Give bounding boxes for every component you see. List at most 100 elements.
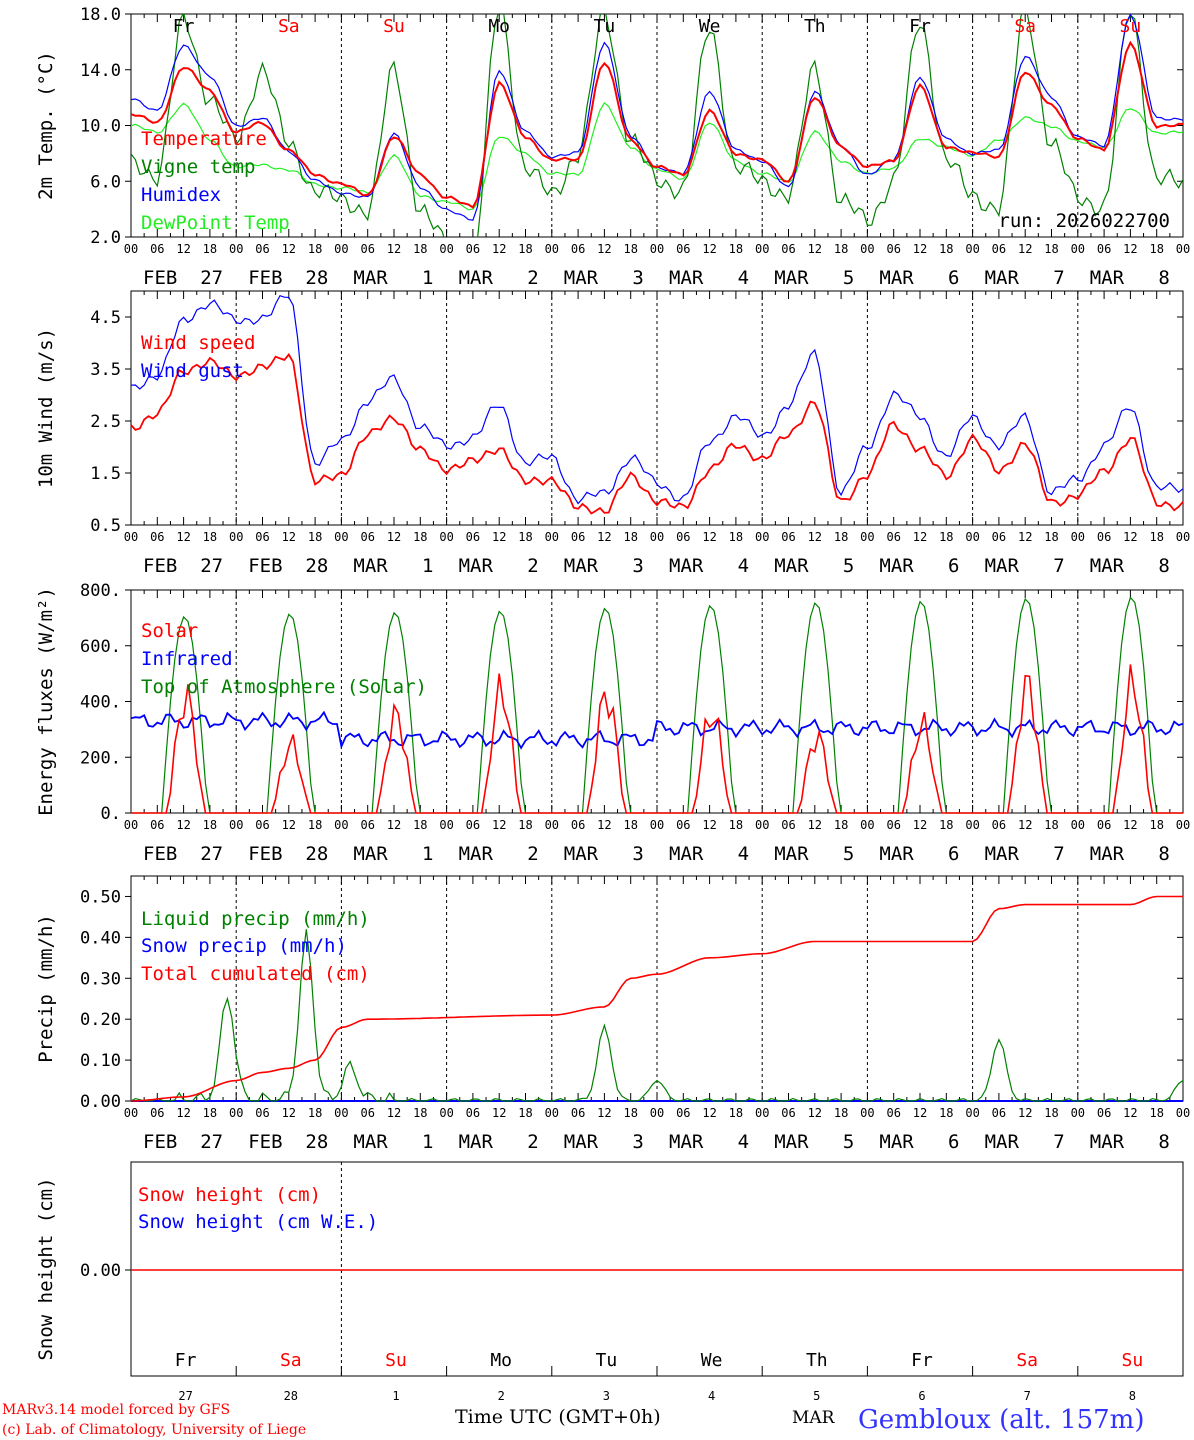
weekday-label: Sa <box>278 16 300 37</box>
hour-tick-label: 06 <box>992 818 1006 832</box>
hour-tick-label: 18 <box>203 818 217 832</box>
day-number-label: 4 <box>708 1389 715 1403</box>
day-tick-label: FEB 27 <box>143 843 223 865</box>
weekday-label: Fr <box>173 16 195 37</box>
hour-tick-label: 18 <box>834 1106 848 1120</box>
day-tick-label: MAR 2 <box>459 555 539 577</box>
hour-tick-label: 18 <box>623 1106 637 1120</box>
hour-tick-label: 00 <box>439 1106 453 1120</box>
day-tick-label: MAR 1 <box>353 267 433 289</box>
legend-snow-precip: Snow precip (mm/h) <box>141 935 347 957</box>
hour-tick-label: 06 <box>150 818 164 832</box>
day-tick-label: MAR 7 <box>985 1131 1065 1153</box>
hour-tick-label: 12 <box>1018 818 1032 832</box>
hour-tick-label: 18 <box>308 242 322 256</box>
y-tick-label: 3.5 <box>90 360 121 380</box>
weekday-label-bottom: Su <box>1122 1350 1144 1371</box>
station-label: Gembloux (alt. 157m) <box>858 1405 1144 1435</box>
day-tick-label: MAR 5 <box>774 1131 854 1153</box>
hour-tick-label: 06 <box>992 1106 1006 1120</box>
hour-tick-label: 06 <box>466 242 480 256</box>
y-tick-label: 800. <box>80 581 121 601</box>
hour-tick-label: 00 <box>650 1106 664 1120</box>
hour-tick-label: 18 <box>729 530 743 544</box>
wind-series-blue <box>130 294 1184 505</box>
day-tick-label: FEB 27 <box>143 1131 223 1153</box>
hour-tick-label: 12 <box>1123 1106 1137 1120</box>
hour-tick-label: 00 <box>545 242 559 256</box>
day-tick-label: FEB 28 <box>248 843 328 865</box>
hour-tick-label: 18 <box>1044 242 1058 256</box>
legend-solar: Solar <box>141 620 198 642</box>
cumulated-precip-series <box>130 895 1183 1102</box>
hour-tick-label: 06 <box>781 1106 795 1120</box>
hour-tick-label: 00 <box>650 530 664 544</box>
weekday-label: Tu <box>594 16 616 37</box>
legend-wind-speed: Wind speed <box>141 332 255 354</box>
hour-tick-label: 12 <box>387 530 401 544</box>
infrared-series <box>130 710 1184 750</box>
weekday-label-bottom: Mo <box>490 1350 512 1371</box>
weekday-label: Su <box>1120 16 1142 37</box>
hour-tick-label: 00 <box>1071 530 1085 544</box>
hour-tick-label: 18 <box>203 1106 217 1120</box>
hour-tick-label: 18 <box>729 1106 743 1120</box>
y-tick-label: 600. <box>80 637 121 657</box>
y-tick-label: 0. <box>101 804 121 824</box>
hour-tick-label: 18 <box>729 242 743 256</box>
hour-tick-label: 06 <box>360 818 374 832</box>
hour-tick-label: 12 <box>808 1106 822 1120</box>
weekday-label-bottom: Su <box>385 1350 407 1371</box>
day-tick-label: MAR 4 <box>669 843 749 865</box>
hour-tick-label: 00 <box>650 242 664 256</box>
day-tick-label: MAR 5 <box>774 555 854 577</box>
day-tick-label: MAR 8 <box>1090 1131 1170 1153</box>
hour-tick-label: 12 <box>387 1106 401 1120</box>
day-number-label: 8 <box>1129 1389 1136 1403</box>
hour-tick-label: 06 <box>676 1106 690 1120</box>
hour-tick-label: 06 <box>150 530 164 544</box>
hour-tick-label: 12 <box>387 818 401 832</box>
hour-tick-label: 12 <box>597 1106 611 1120</box>
hour-tick-label: 00 <box>755 1106 769 1120</box>
y-axis-title: Snow height (cm) <box>35 1177 57 1360</box>
y-tick-label: 0.10 <box>80 1051 121 1071</box>
hour-tick-label: 00 <box>334 242 348 256</box>
hour-tick-label: 18 <box>834 242 848 256</box>
hour-tick-label: 06 <box>571 530 585 544</box>
hour-tick-label: 06 <box>781 242 795 256</box>
hour-tick-label: 18 <box>1044 818 1058 832</box>
hour-tick-label: 18 <box>623 818 637 832</box>
hour-tick-label: 06 <box>571 818 585 832</box>
hour-tick-label: 00 <box>229 1106 243 1120</box>
day-tick-label: MAR 2 <box>459 843 539 865</box>
day-tick-label: MAR 5 <box>774 843 854 865</box>
hour-tick-label: 00 <box>124 818 138 832</box>
hour-tick-label: 00 <box>965 1106 979 1120</box>
hour-tick-label: 06 <box>466 530 480 544</box>
legend-humidex: Humidex <box>141 184 221 206</box>
day-tick-label: MAR 3 <box>564 555 644 577</box>
hour-tick-label: 18 <box>308 818 322 832</box>
legend-vigne-temp: Vigne temp <box>141 156 255 178</box>
hour-tick-label: 18 <box>1044 1106 1058 1120</box>
legend-snow-height: Snow height (cm) <box>138 1184 321 1206</box>
legend-wind-gust: Wind gust <box>141 360 244 382</box>
hour-tick-label: 12 <box>808 530 822 544</box>
hour-tick-label: 12 <box>492 1106 506 1120</box>
day-tick-label: MAR 7 <box>985 555 1065 577</box>
hour-tick-label: 00 <box>755 242 769 256</box>
hour-tick-label: 06 <box>676 530 690 544</box>
hour-tick-label: 06 <box>1097 530 1111 544</box>
hour-tick-label: 00 <box>1071 818 1085 832</box>
day-tick-label: MAR 3 <box>564 1131 644 1153</box>
hour-tick-label: 18 <box>623 530 637 544</box>
hour-tick-label: 18 <box>413 242 427 256</box>
y-tick-label: 2.5 <box>90 412 121 432</box>
hour-tick-label: 00 <box>334 1106 348 1120</box>
weekday-label-bottom: We <box>701 1350 723 1371</box>
hour-tick-label: 06 <box>466 1106 480 1120</box>
y-tick-label: 10.0 <box>80 117 121 137</box>
temp-series-green <box>131 14 1183 237</box>
